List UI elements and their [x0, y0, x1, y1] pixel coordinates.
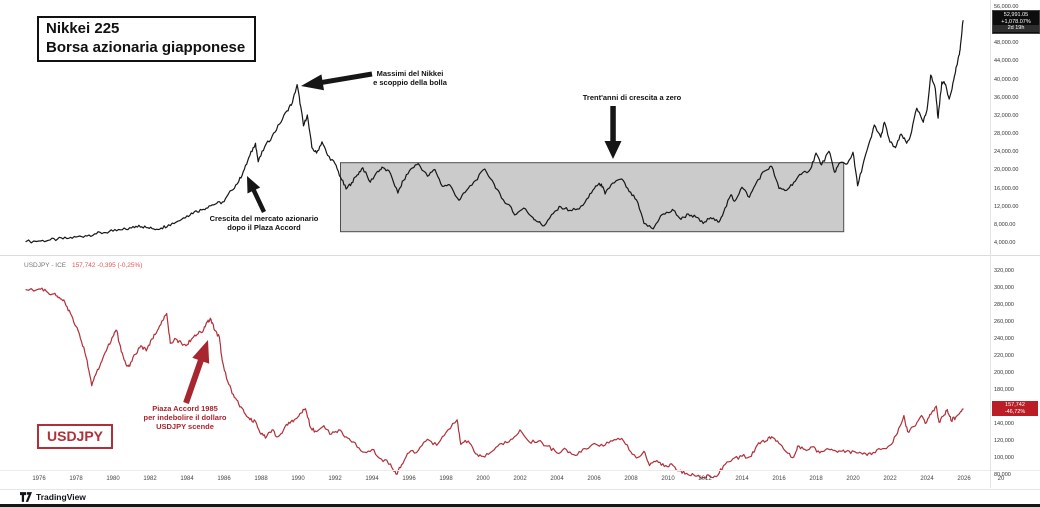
annotation-plaza-growth[interactable]: Crescita del mercato azionario dopo il P…	[209, 214, 319, 232]
y-axis-label: 16,000.00	[994, 185, 1019, 192]
y-axis-label: 140,000	[994, 421, 1014, 427]
x-axis-label: 2026	[957, 476, 971, 482]
x-axis-label: 1996	[402, 476, 416, 482]
x-axis-label: 2014	[735, 476, 749, 482]
tradingview-brand-text: TradingView	[36, 492, 86, 502]
usdjpy-quote-text: 157,742 -0,395 (-0,25%)	[71, 262, 143, 269]
arrow-to-flat-box[interactable]	[604, 106, 622, 159]
x-axis-label: 2004	[550, 476, 564, 482]
title-line-2: Borsa azionaria giapponese	[46, 39, 246, 56]
y-axis-label: 180,000	[994, 387, 1014, 393]
y-axis-label: 8,000.00	[994, 221, 1016, 228]
y-axis-label: 200,000	[994, 370, 1014, 376]
x-axis-label: 2012	[698, 476, 712, 482]
arrow-to-plaza-peak[interactable]	[183, 340, 210, 404]
x-axis-label: 20	[997, 476, 1005, 482]
y-axis-label: 36,000.00	[994, 94, 1019, 101]
usdjpy-symbol-text[interactable]: USDJPY - ICE	[24, 262, 67, 269]
window-bottom-edge	[0, 504, 1040, 507]
annotation-thirty-years-flat[interactable]: Trent'anni di crescita a zero	[582, 93, 682, 102]
y-axis-label: 20,000.00	[994, 167, 1019, 174]
nikkei-change-pct: +1,078.07%	[1001, 18, 1031, 25]
y-axis-label: 240,000	[994, 336, 1014, 342]
y-axis-label: 300,000	[994, 285, 1014, 291]
usdjpy-line[interactable]	[25, 287, 964, 479]
y-axis-label: 280,000	[994, 302, 1014, 308]
tradingview-logo-icon	[20, 492, 32, 502]
y-axis-label: 100,000	[994, 455, 1014, 461]
x-axis-label: 2008	[624, 476, 638, 482]
x-axis-label: 1984	[180, 476, 194, 482]
y-axis-label: 320,000	[994, 268, 1014, 274]
x-axis-label: 2016	[772, 476, 786, 482]
y-axis-label: 4,000.00	[994, 240, 1016, 246]
x-axis-label: 1986	[217, 476, 231, 482]
price-scale-divider	[990, 0, 991, 488]
x-axis-label: 1982	[143, 476, 157, 482]
nikkei-last-price-label: 52,991.05 +1,078.07% 2d 19h	[992, 10, 1040, 34]
x-axis-label: 2024	[920, 476, 934, 482]
y-axis-label: 48,000.00	[994, 40, 1019, 47]
x-axis-label: 1988	[254, 476, 268, 482]
x-axis-label: 1976	[32, 476, 46, 482]
y-axis-label: 44,000.00	[994, 58, 1019, 65]
nikkei-last-price: 52,991.05	[1003, 12, 1029, 18]
usdjpy-last-price: 157,742	[1005, 402, 1025, 408]
panel-divider[interactable]	[0, 255, 1040, 256]
x-axis-label: 1994	[365, 476, 379, 482]
annotation-nikkei-peak[interactable]: Massimi del Nikkei e scoppio della bolla	[373, 69, 447, 87]
usdjpy-ticker-row[interactable]: USDJPY - ICE 157,742 -0,395 (-0,25%)	[24, 262, 142, 269]
y-axis-label: 220,000	[994, 353, 1014, 359]
annotation-plaza-accord[interactable]: Piaza Accord 1985 per indebolire il doll…	[143, 404, 227, 431]
title-box[interactable]: Nikkei 225 Borsa azionaria giapponese	[37, 16, 257, 62]
usdjpy-price-chart[interactable]	[0, 256, 1040, 487]
y-axis-label: 24,000.00	[994, 149, 1019, 156]
usdjpy-last-price-label: 157,742 -46,72%	[992, 401, 1038, 416]
x-axis-label: 2002	[513, 476, 527, 482]
y-axis-label: 120,000	[994, 438, 1014, 444]
x-axis-label: 2006	[587, 476, 601, 482]
y-axis-label: 12,000.00	[994, 203, 1019, 210]
footer-divider	[0, 489, 1040, 490]
y-axis-label: 260,000	[994, 319, 1014, 325]
x-axis-label: 1990	[291, 476, 305, 482]
arrow-to-growth[interactable]	[247, 176, 266, 213]
y-axis-label: 56,000.00	[994, 4, 1019, 10]
y-axis-label: 32,000.00	[994, 112, 1019, 119]
x-axis-label: 2010	[661, 476, 675, 482]
x-axis-label: 1978	[69, 476, 83, 482]
y-axis-label: 28,000.00	[994, 131, 1019, 138]
x-axis-label: 2020	[846, 476, 860, 482]
x-axis-label: 2000	[476, 476, 490, 482]
bar-countdown: 2d 19h	[993, 25, 1039, 32]
highlight-box-lost-decades[interactable]	[340, 162, 845, 233]
x-axis-label: 1998	[439, 476, 453, 482]
time-axis-divider	[0, 470, 1040, 471]
x-axis-label: 1980	[106, 476, 120, 482]
tradingview-logo[interactable]: TradingView	[20, 492, 86, 502]
y-axis-label: 80,000	[994, 472, 1011, 478]
usdjpy-label-box[interactable]: USDJPY	[37, 424, 114, 449]
usdjpy-change-pct: -46,72%	[1004, 408, 1026, 415]
x-axis-label: 2022	[883, 476, 897, 482]
nikkei-price-chart[interactable]	[0, 0, 1040, 256]
y-axis-label: 40,000.00	[994, 76, 1019, 83]
x-axis-label: 2018	[809, 476, 823, 482]
title-line-1: Nikkei 225	[46, 20, 120, 37]
x-axis-label: 1992	[328, 476, 342, 482]
arrow-to-nikkei-peak[interactable]	[301, 71, 373, 91]
nikkei-line[interactable]	[25, 20, 964, 244]
